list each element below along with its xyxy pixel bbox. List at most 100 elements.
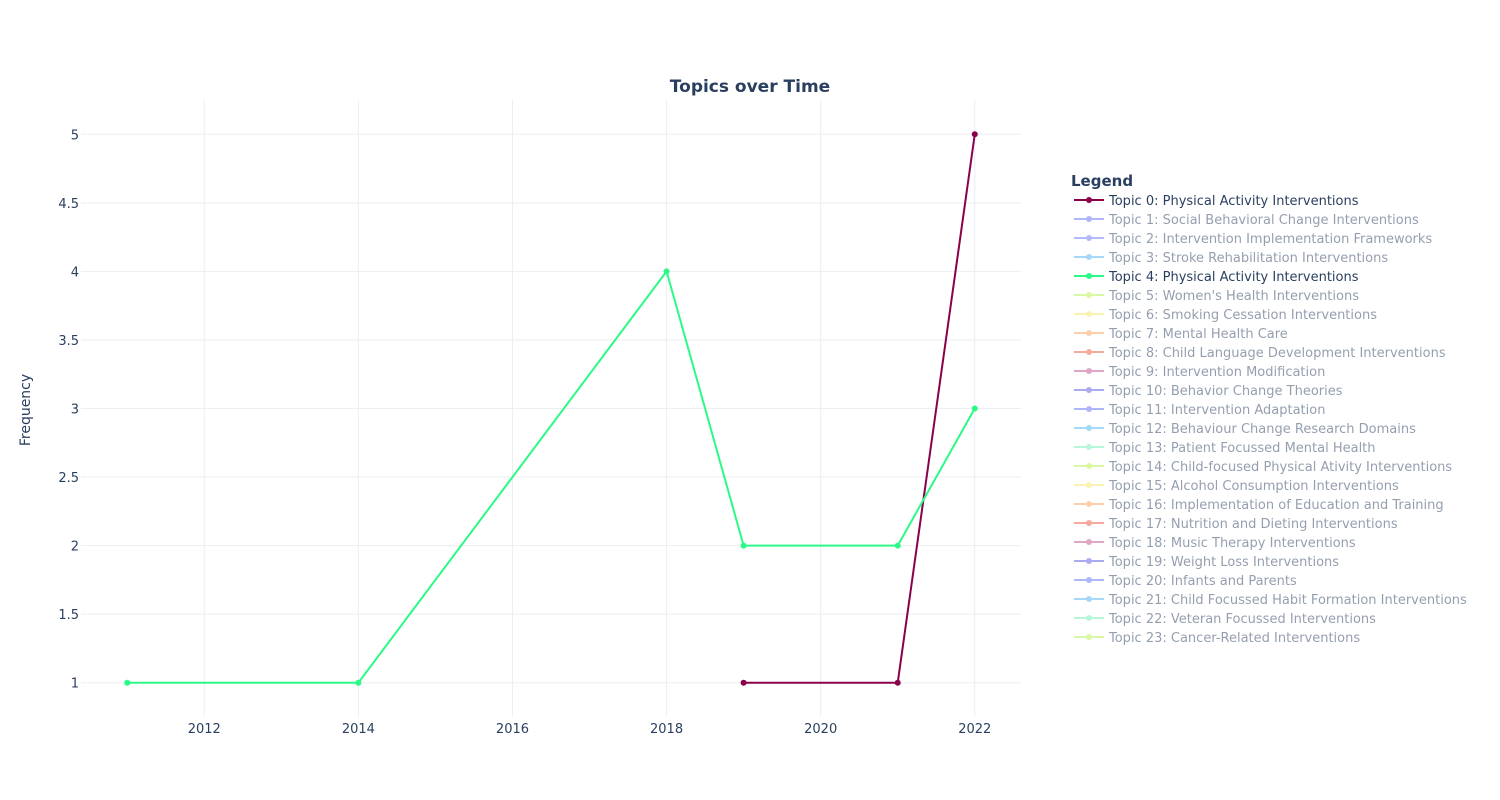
legend-marker <box>1086 368 1092 374</box>
plot-area <box>124 131 978 686</box>
legend-item-topic-7[interactable]: Topic 7: Mental Health Care <box>1074 327 1288 342</box>
legend-title: Legend <box>1071 172 1133 190</box>
data-point <box>663 268 670 275</box>
x-tick-label: 2014 <box>342 722 375 737</box>
x-tick-label: 2018 <box>650 722 683 737</box>
legend-marker <box>1086 482 1092 488</box>
y-tick-label: 1 <box>71 677 79 692</box>
legend-marker <box>1086 216 1092 222</box>
legend-label: Topic 6: Smoking Cessation Interventions <box>1108 308 1377 323</box>
legend-marker <box>1086 634 1092 640</box>
legend-item-topic-17[interactable]: Topic 17: Nutrition and Dieting Interven… <box>1074 517 1398 532</box>
data-point <box>740 542 747 549</box>
series-line <box>127 270 976 684</box>
legend-label: Topic 3: Stroke Rehabilitation Intervent… <box>1108 251 1388 266</box>
legend-marker <box>1086 558 1092 564</box>
y-tick-label: 5 <box>71 128 79 143</box>
legend-item-topic-13[interactable]: Topic 13: Patient Focussed Mental Health <box>1074 441 1376 456</box>
legend-label: Topic 18: Music Therapy Interventions <box>1108 536 1356 551</box>
legend-item-topic-20[interactable]: Topic 20: Infants and Parents <box>1074 574 1297 589</box>
legend-item-topic-4[interactable]: Topic 4: Physical Activity Interventions <box>1074 270 1359 285</box>
legend-marker <box>1086 406 1092 412</box>
y-tick-label: 2 <box>71 540 79 555</box>
x-tick-label: 2022 <box>958 722 991 737</box>
legend-item-topic-11[interactable]: Topic 11: Intervention Adaptation <box>1074 403 1325 418</box>
legend-marker <box>1086 330 1092 336</box>
legend-item-topic-5[interactable]: Topic 5: Women's Health Interventions <box>1074 289 1359 304</box>
legend-marker <box>1086 425 1092 431</box>
legend-item-topic-19[interactable]: Topic 19: Weight Loss Interventions <box>1074 555 1339 570</box>
legend-marker <box>1086 235 1092 241</box>
legend-item-topic-12[interactable]: Topic 12: Behaviour Change Research Doma… <box>1074 422 1416 437</box>
legend-item-topic-6[interactable]: Topic 6: Smoking Cessation Interventions <box>1074 308 1377 323</box>
y-axis-title: Frequency <box>18 374 34 446</box>
legend-marker <box>1086 444 1092 450</box>
data-point <box>894 542 901 549</box>
legend-marker <box>1086 292 1092 298</box>
x-tick-label: 2016 <box>496 722 529 737</box>
legend-label: Topic 10: Behavior Change Theories <box>1108 384 1343 399</box>
legend-label: Topic 4: Physical Activity Interventions <box>1108 270 1359 285</box>
legend-item-topic-14[interactable]: Topic 14: Child-focused Physical Ativity… <box>1074 460 1452 475</box>
legend-marker <box>1086 273 1092 279</box>
series-topic-0 <box>740 131 978 686</box>
legend-label: Topic 16: Implementation of Education an… <box>1108 498 1444 513</box>
legend-label: Topic 23: Cancer-Related Interventions <box>1108 631 1360 646</box>
legend-marker <box>1086 197 1092 203</box>
legend-marker <box>1086 349 1092 355</box>
legend-label: Topic 9: Intervention Modification <box>1108 365 1325 380</box>
y-tick-label: 4 <box>71 265 79 280</box>
legend-label: Topic 20: Infants and Parents <box>1108 574 1297 589</box>
legend-marker <box>1086 577 1092 583</box>
y-tick-label: 4.5 <box>58 197 79 212</box>
data-point <box>971 131 978 138</box>
legend-item-topic-22[interactable]: Topic 22: Veteran Focussed Interventions <box>1074 612 1376 627</box>
legend-item-topic-9[interactable]: Topic 9: Intervention Modification <box>1074 365 1325 380</box>
y-tick-label: 3.5 <box>58 334 79 349</box>
series-topic-4 <box>124 268 978 686</box>
y-axis: 1 1.5 2 2.5 3 3.5 4 4.5 5 <box>58 128 79 691</box>
legend-item-topic-1[interactable]: Topic 1: Social Behavioral Change Interv… <box>1074 213 1419 228</box>
legend-marker <box>1086 254 1092 260</box>
legend-marker <box>1086 387 1092 393</box>
legend-item-topic-18[interactable]: Topic 18: Music Therapy Interventions <box>1074 536 1356 551</box>
legend-label: Topic 15: Alcohol Consumption Interventi… <box>1108 479 1399 494</box>
legend-item-topic-0[interactable]: Topic 0: Physical Activity Interventions <box>1074 194 1359 209</box>
x-tick-label: 2012 <box>188 722 221 737</box>
legend-label: Topic 19: Weight Loss Interventions <box>1108 555 1339 570</box>
legend-item-topic-8[interactable]: Topic 8: Child Language Development Inte… <box>1074 346 1446 361</box>
legend-marker <box>1086 520 1092 526</box>
y-tick-label: 1.5 <box>58 608 79 623</box>
y-tick-label: 2.5 <box>58 471 79 486</box>
data-point <box>971 405 978 412</box>
legend-item-topic-23[interactable]: Topic 23: Cancer-Related Interventions <box>1074 631 1360 646</box>
legend-marker <box>1086 596 1092 602</box>
y-tick-label: 3 <box>71 403 79 418</box>
data-point <box>355 679 362 686</box>
legend-marker <box>1086 311 1092 317</box>
legend-label: Topic 0: Physical Activity Interventions <box>1108 194 1359 209</box>
legend-label: Topic 7: Mental Health Care <box>1108 327 1288 342</box>
legend-label: Topic 11: Intervention Adaptation <box>1108 403 1325 418</box>
legend-item-topic-2[interactable]: Topic 2: Intervention Implementation Fra… <box>1074 232 1432 247</box>
legend-item-topic-15[interactable]: Topic 15: Alcohol Consumption Interventi… <box>1074 479 1399 494</box>
legend-item-topic-21[interactable]: Topic 21: Child Focussed Habit Formation… <box>1074 593 1467 608</box>
chart-title: Topics over Time <box>670 77 830 97</box>
legend-item-topic-3[interactable]: Topic 3: Stroke Rehabilitation Intervent… <box>1074 251 1388 266</box>
data-point <box>740 679 747 686</box>
legend-marker <box>1086 539 1092 545</box>
legend-label: Topic 22: Veteran Focussed Interventions <box>1108 612 1376 627</box>
legend-marker <box>1086 463 1092 469</box>
x-tick-label: 2020 <box>804 722 837 737</box>
legend-label: Topic 5: Women's Health Interventions <box>1108 289 1359 304</box>
legend-label: Topic 17: Nutrition and Dieting Interven… <box>1108 517 1398 532</box>
legend-label: Topic 12: Behaviour Change Research Doma… <box>1108 422 1416 437</box>
x-axis: 2012 2014 2016 2018 2020 2022 <box>188 722 992 737</box>
legend-label: Topic 8: Child Language Development Inte… <box>1108 346 1446 361</box>
legend-label: Topic 14: Child-focused Physical Ativity… <box>1108 460 1452 475</box>
legend-item-topic-16[interactable]: Topic 16: Implementation of Education an… <box>1074 498 1444 513</box>
legend-item-topic-10[interactable]: Topic 10: Behavior Change Theories <box>1074 384 1343 399</box>
data-point <box>124 679 131 686</box>
